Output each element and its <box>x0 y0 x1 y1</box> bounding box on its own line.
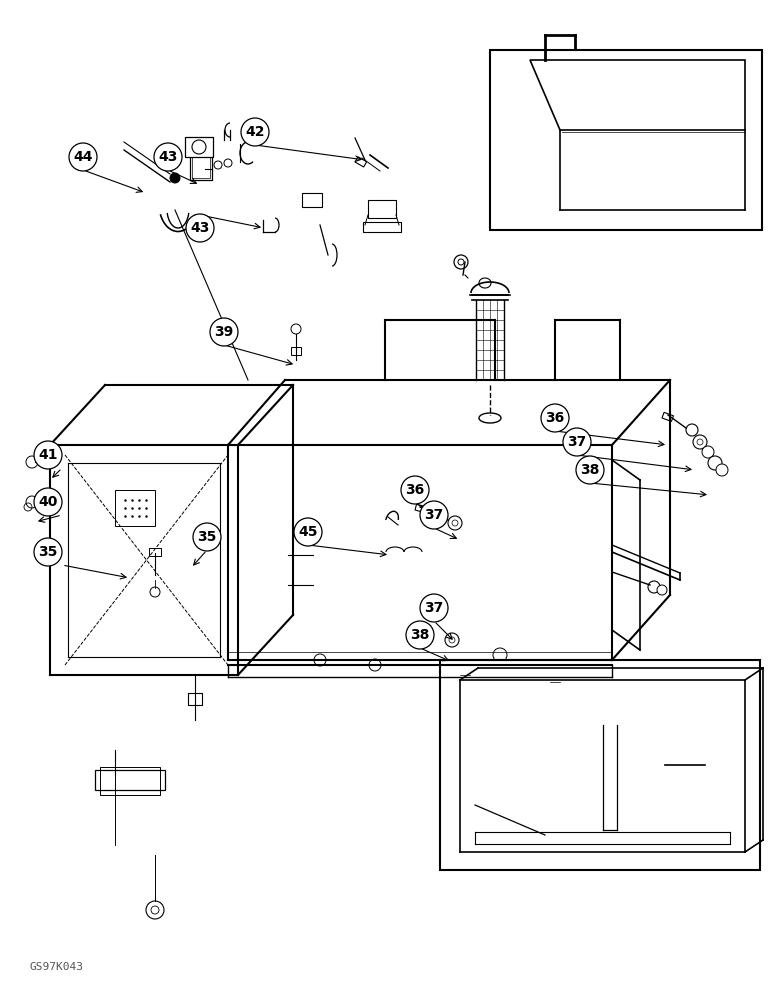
Circle shape <box>648 581 660 593</box>
Bar <box>95 770 165 790</box>
Bar <box>115 490 155 526</box>
Circle shape <box>146 901 164 919</box>
Circle shape <box>314 654 326 666</box>
Circle shape <box>686 424 698 436</box>
Circle shape <box>406 621 434 649</box>
Circle shape <box>224 159 232 167</box>
Circle shape <box>69 143 97 171</box>
Circle shape <box>34 488 62 516</box>
Circle shape <box>186 214 214 242</box>
Text: 37: 37 <box>425 508 444 522</box>
Bar <box>363 222 401 232</box>
Circle shape <box>563 428 591 456</box>
Bar <box>368 200 396 218</box>
Bar <box>490 50 762 230</box>
Text: 43: 43 <box>191 221 210 235</box>
Bar <box>302 193 322 207</box>
Text: 38: 38 <box>581 463 600 477</box>
Circle shape <box>291 324 301 334</box>
Circle shape <box>459 669 471 681</box>
Circle shape <box>693 435 707 449</box>
Bar <box>440 660 760 870</box>
Circle shape <box>653 758 667 772</box>
Circle shape <box>26 496 38 508</box>
Circle shape <box>401 476 429 504</box>
Bar <box>662 412 673 421</box>
Text: 44: 44 <box>73 150 93 164</box>
Circle shape <box>657 585 667 595</box>
Circle shape <box>170 173 180 183</box>
Bar <box>190 152 212 180</box>
Bar <box>149 548 161 556</box>
Text: 40: 40 <box>39 495 58 509</box>
Circle shape <box>193 523 221 551</box>
Text: 38: 38 <box>410 628 430 642</box>
Circle shape <box>34 538 62 566</box>
Circle shape <box>460 790 484 814</box>
Text: 43: 43 <box>158 150 178 164</box>
Circle shape <box>420 594 448 622</box>
Circle shape <box>493 648 507 662</box>
Text: 36: 36 <box>545 411 564 425</box>
Text: 35: 35 <box>39 545 58 559</box>
Circle shape <box>154 143 182 171</box>
Text: 37: 37 <box>425 601 444 615</box>
Text: 45: 45 <box>298 525 318 539</box>
Circle shape <box>716 464 728 476</box>
Circle shape <box>702 446 714 458</box>
Text: 37: 37 <box>567 435 587 449</box>
Text: 39: 39 <box>215 325 234 339</box>
Text: 35: 35 <box>198 530 217 544</box>
Circle shape <box>294 518 322 546</box>
Circle shape <box>369 659 381 671</box>
Circle shape <box>541 404 569 432</box>
Circle shape <box>549 676 561 688</box>
Bar <box>192 154 210 178</box>
Bar <box>415 504 426 513</box>
Bar <box>185 137 213 157</box>
Bar <box>291 347 301 355</box>
Circle shape <box>445 633 459 647</box>
Circle shape <box>214 161 222 169</box>
Text: 42: 42 <box>245 125 265 139</box>
Circle shape <box>241 118 269 146</box>
Text: GS97K043: GS97K043 <box>30 962 84 972</box>
Circle shape <box>34 441 62 469</box>
Circle shape <box>420 501 448 529</box>
Circle shape <box>708 456 722 470</box>
Circle shape <box>150 587 160 597</box>
Text: 36: 36 <box>405 483 425 497</box>
Circle shape <box>576 456 604 484</box>
Circle shape <box>26 456 38 468</box>
Bar <box>100 767 160 795</box>
Bar <box>188 693 202 705</box>
Text: 41: 41 <box>39 448 58 462</box>
Bar <box>355 157 367 167</box>
Circle shape <box>210 318 238 346</box>
Circle shape <box>448 516 462 530</box>
